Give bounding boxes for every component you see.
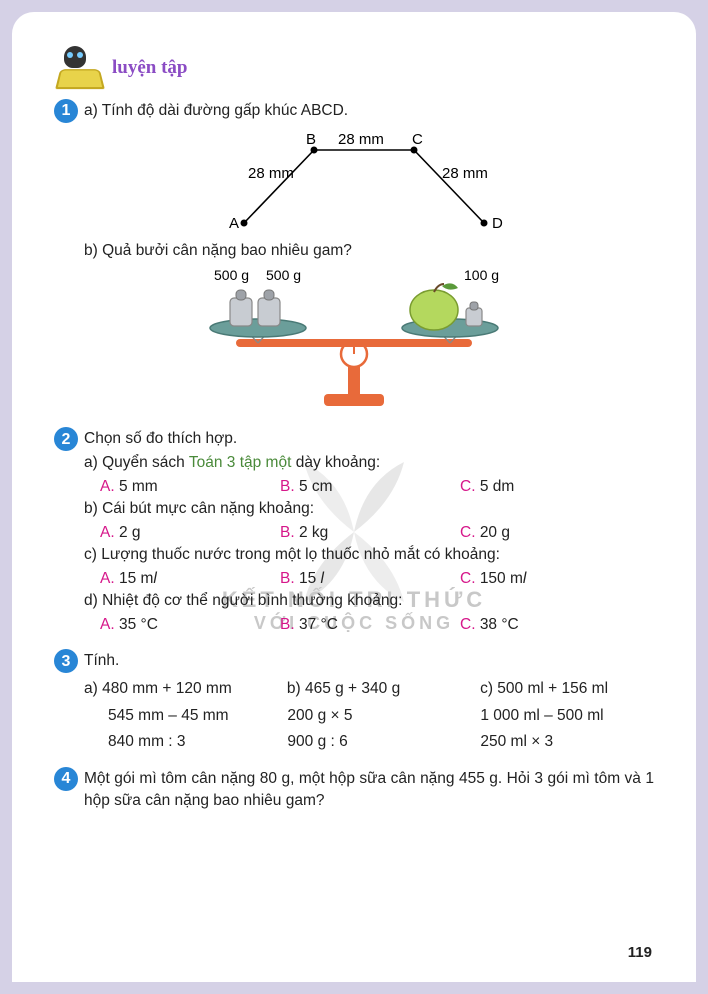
q2d: d) Nhiệt độ cơ thể người bình thường kho… — [54, 590, 654, 612]
q3-row1: a) 480 mm + 120 mm b) 465 g + 340 g c) 5… — [54, 678, 654, 700]
balance-scale: 500 g 500 g 100 g — [164, 264, 544, 414]
q2-title: Chọn số đo thích hợp. — [84, 428, 237, 450]
textbook-page: KẾT NỐI TRI THỨC VỚI CUỘC SỐNG luyện tập… — [12, 12, 696, 982]
badge-4: 4 — [54, 767, 78, 791]
badge-2: 2 — [54, 427, 78, 451]
svg-text:D: D — [492, 215, 503, 232]
question-4: 4 Một gói mì tôm cân nặng 80 g, một hộp … — [54, 768, 654, 813]
polyline-abcd: A B C D 28 mm 28 mm 28 mm — [184, 128, 524, 238]
q2c-options: A. 15 ml B. 15 l C. 150 ml — [54, 568, 654, 590]
badge-3: 3 — [54, 649, 78, 673]
q3-row3: 840 mm : 3 900 g : 6 250 ml × 3 — [54, 731, 654, 753]
svg-text:500 g: 500 g — [214, 267, 249, 283]
q2c: c) Lượng thuốc nước trong một lọ thuốc n… — [54, 544, 654, 566]
question-3: 3 Tính. a) 480 mm + 120 mm b) 465 g + 34… — [54, 650, 654, 753]
question-1: 1 a) Tính độ dài đường gấp khúc ABCD. A … — [54, 100, 654, 414]
badge-1: 1 — [54, 99, 78, 123]
svg-text:100 g: 100 g — [464, 267, 499, 283]
svg-text:A: A — [229, 215, 239, 232]
svg-text:28 mm: 28 mm — [338, 131, 384, 148]
page-number: 119 — [628, 942, 652, 964]
q2b: b) Cái bút mực cân nặng khoảng: — [54, 498, 654, 520]
svg-text:28 mm: 28 mm — [248, 165, 294, 182]
q1a-text: a) Tính độ dài đường gấp khúc ABCD. — [84, 100, 348, 122]
svg-text:B: B — [306, 131, 316, 148]
svg-text:28 mm: 28 mm — [442, 165, 488, 182]
svg-text:C: C — [412, 131, 423, 148]
section-logo: luyện tập — [54, 46, 654, 90]
svg-text:500 g: 500 g — [266, 267, 301, 283]
q3-title: Tính. — [84, 650, 119, 672]
q2a: a) Quyển sách Toán 3 tập một dày khoảng: — [54, 452, 654, 474]
q2d-options: A. 35 °C B. 37 °C C. 38 °C — [54, 614, 654, 636]
q3-row2: 545 mm – 45 mm 200 g × 5 1 000 ml – 500 … — [54, 705, 654, 727]
question-2: 2 Chọn số đo thích hợp. a) Quyển sách To… — [54, 428, 654, 636]
section-title: luyện tập — [112, 54, 188, 82]
q2a-options: A. 5 mm B. 5 cm C. 5 dm — [54, 476, 654, 498]
q1b-text: b) Quả bưởi cân nặng bao nhiêu gam? — [54, 240, 654, 262]
q4-text: Một gói mì tôm cân nặng 80 g, một hộp sữ… — [84, 768, 654, 813]
robot-book-icon — [54, 46, 106, 90]
q2b-options: A. 2 g B. 2 kg C. 20 g — [54, 522, 654, 544]
